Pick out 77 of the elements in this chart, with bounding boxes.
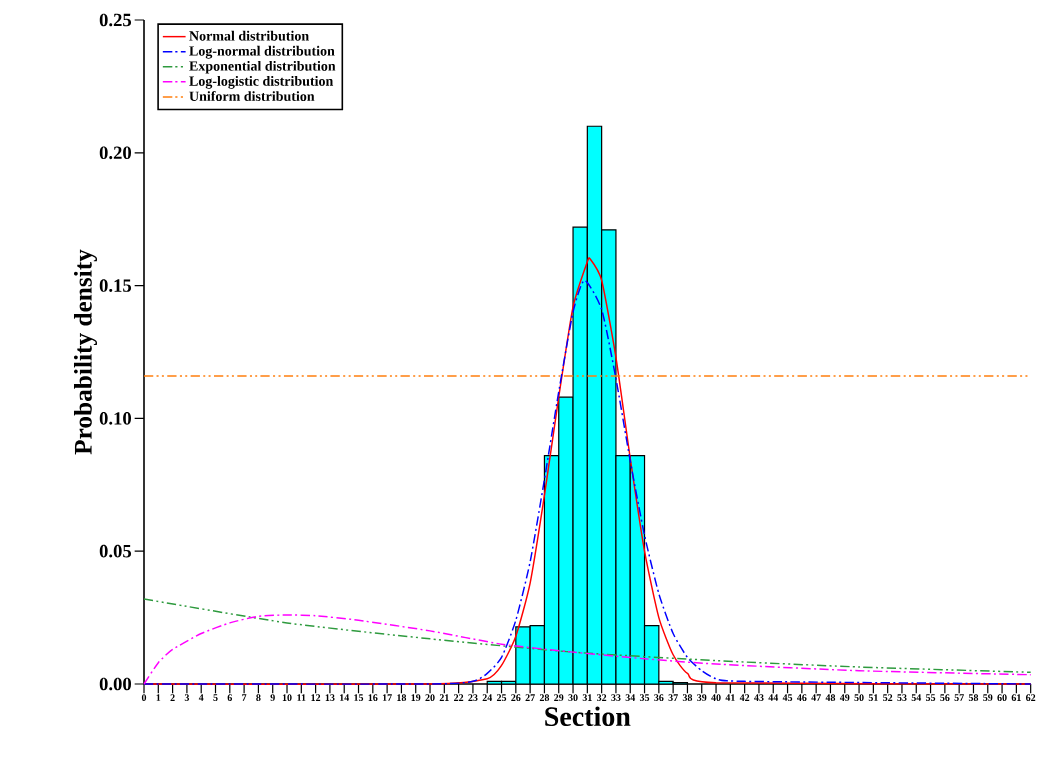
x-tick-label: 26	[511, 694, 521, 701]
x-tick-label: 38	[682, 694, 693, 702]
x-axis-title: Section	[545, 706, 631, 727]
x-tick-label: 5	[213, 694, 218, 701]
x-tick-label: 32	[597, 694, 607, 701]
x-tick-label: 13	[325, 694, 335, 701]
x-tick-label: 2	[170, 694, 175, 701]
x-tick-label: 27	[525, 694, 535, 701]
x-tick-label: 3	[184, 694, 190, 701]
x-tick-label: 23	[468, 694, 478, 701]
line-series	[143, 598, 1032, 674]
x-tick-label: 12	[311, 694, 321, 701]
y-tick-label: 0.00	[99, 677, 132, 691]
x-tick-label: 31	[582, 694, 592, 701]
x-tick-label: 16	[368, 694, 378, 701]
y-tick-label: 0.20	[99, 146, 132, 160]
x-tick-label: 40	[711, 694, 721, 702]
x-tick-label: 53	[897, 694, 907, 701]
x-tick-label: 35	[639, 694, 650, 701]
x-tick-label: 28	[539, 694, 550, 702]
x-tick-label: 54	[911, 694, 922, 701]
x-tick-label: 21	[439, 694, 449, 701]
x-tick-label: 7	[242, 694, 247, 701]
x-tick-label: 37	[668, 694, 678, 701]
x-tick-label: 39	[697, 694, 707, 701]
x-tick-label: 22	[454, 694, 464, 701]
x-tick-label: 15	[354, 694, 364, 701]
x-tick-label: 47	[811, 694, 821, 701]
x-tick-label: 14	[340, 694, 350, 701]
x-tick-label: 46	[797, 694, 807, 701]
x-tick-label: 36	[654, 694, 664, 701]
x-tick-label: 17	[382, 694, 392, 701]
x-tick-label: 42	[739, 694, 750, 701]
x-tick-label: 19	[411, 694, 421, 701]
x-tick-label: 52	[883, 694, 893, 701]
x-tick-label: 58	[968, 694, 979, 702]
y-tick-label: 0.25	[99, 13, 132, 27]
x-tick-label: 59	[983, 694, 993, 701]
x-tick-label: 24	[482, 694, 493, 701]
x-tick-label: 48	[825, 694, 836, 702]
x-tick-label: 61	[1011, 694, 1021, 701]
x-tick-label: 43	[754, 694, 764, 701]
x-tick-label: 29	[554, 694, 564, 701]
x-tick-label: 56	[940, 694, 950, 701]
legend-label: Exponential distribution	[189, 60, 336, 74]
x-tick-label: 60	[997, 694, 1007, 702]
x-tick-label: 44	[768, 694, 779, 701]
x-tick-label: 45	[782, 694, 793, 701]
x-tick-label: 1	[156, 694, 161, 701]
x-tick-label: 34	[625, 694, 636, 701]
x-tick-label: 25	[496, 694, 507, 701]
x-tick-label: 18	[397, 694, 407, 702]
y-axis-title: Probability density	[73, 249, 98, 455]
legend-label: Normal distribution	[189, 30, 309, 41]
x-tick-label: 10	[282, 694, 292, 702]
y-tick-label: 0.15	[99, 279, 132, 292]
x-tick-label: 9	[270, 694, 275, 701]
x-tick-label: 0	[141, 694, 147, 702]
legend-label: Log-normal distribution	[189, 45, 335, 59]
x-tick-label: 57	[954, 694, 964, 701]
x-tick-label: 49	[839, 694, 850, 701]
x-tick-label: 4	[198, 694, 204, 701]
x-tick-label: 8	[256, 694, 261, 702]
x-tick-label: 20	[425, 694, 435, 702]
x-tick-label: 30	[568, 694, 578, 702]
x-tick-label: 55	[925, 694, 936, 701]
x-tick-label: 50	[854, 694, 864, 702]
y-tick-label: 0.10	[99, 412, 132, 425]
x-tick-label: 11	[297, 694, 306, 701]
legend-label: Uniform distribution	[189, 90, 315, 101]
x-tick-label: 33	[611, 694, 621, 701]
legend-label: Log-logistic distribution	[189, 75, 334, 89]
x-tick-label: 41	[725, 694, 735, 701]
x-tick-label: 6	[227, 694, 233, 701]
x-tick-label: 51	[868, 694, 878, 701]
x-tick-label: 62	[1026, 694, 1036, 701]
y-tick-label: 0.05	[99, 544, 132, 558]
